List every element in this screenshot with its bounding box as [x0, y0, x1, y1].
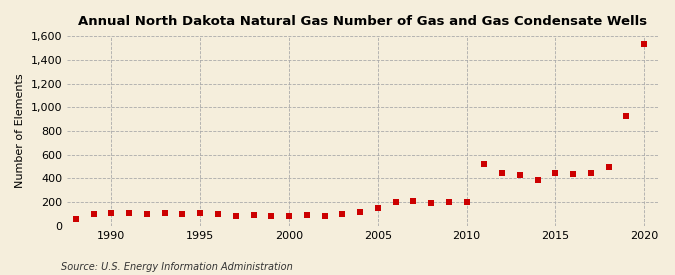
- Point: [213, 212, 223, 216]
- Point: [284, 214, 294, 219]
- Point: [142, 212, 153, 216]
- Point: [497, 171, 508, 175]
- Point: [159, 211, 170, 216]
- Point: [248, 212, 259, 217]
- Point: [585, 170, 596, 175]
- Text: Source: U.S. Energy Information Administration: Source: U.S. Energy Information Administ…: [61, 262, 292, 271]
- Y-axis label: Number of Elements: Number of Elements: [15, 74, 25, 188]
- Point: [354, 210, 365, 214]
- Point: [373, 206, 383, 210]
- Point: [426, 200, 437, 205]
- Point: [568, 172, 578, 176]
- Point: [266, 214, 277, 218]
- Point: [461, 199, 472, 204]
- Point: [88, 212, 99, 216]
- Point: [621, 113, 632, 118]
- Title: Annual North Dakota Natural Gas Number of Gas and Gas Condensate Wells: Annual North Dakota Natural Gas Number o…: [78, 15, 647, 28]
- Point: [337, 212, 348, 216]
- Point: [70, 217, 81, 222]
- Point: [533, 177, 543, 182]
- Point: [603, 164, 614, 169]
- Point: [390, 199, 401, 204]
- Point: [195, 211, 206, 216]
- Point: [319, 214, 330, 218]
- Point: [514, 173, 525, 177]
- Point: [124, 211, 134, 216]
- Point: [106, 211, 117, 216]
- Point: [479, 162, 490, 166]
- Point: [230, 214, 241, 218]
- Point: [177, 212, 188, 216]
- Point: [408, 199, 418, 203]
- Point: [639, 42, 649, 46]
- Point: [550, 171, 561, 175]
- Point: [443, 200, 454, 204]
- Point: [302, 212, 313, 217]
